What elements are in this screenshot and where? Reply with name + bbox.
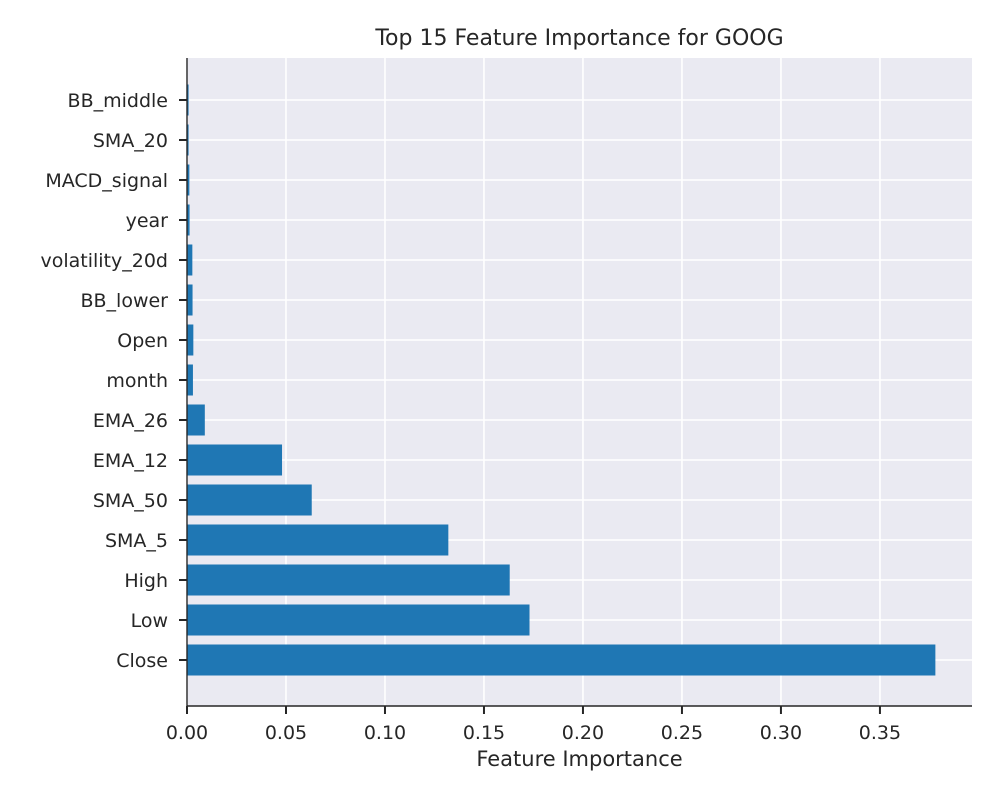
bar-close — [187, 644, 936, 676]
bar-ema-26 — [187, 404, 205, 436]
bar-high — [187, 564, 510, 596]
bar-ema-12 — [187, 444, 283, 476]
y-tick-label: EMA_26 — [93, 410, 168, 432]
y-tick-label: month — [106, 370, 168, 392]
y-tick-label: SMA_50 — [93, 490, 168, 512]
bar-bb-middle — [187, 84, 189, 116]
x-tick-label: 0.10 — [364, 722, 406, 744]
bar-bb-lower — [187, 284, 193, 316]
bar-volatility-20d — [187, 244, 193, 276]
y-tick-label: SMA_20 — [93, 130, 168, 152]
y-tick-label: BB_middle — [68, 90, 168, 112]
y-tick-label: Low — [131, 610, 168, 632]
bar-sma-5 — [187, 524, 449, 556]
chart-title: Top 15 Feature Importance for GOOG — [374, 26, 783, 51]
bar-open — [187, 324, 194, 356]
y-tick-label: EMA_12 — [93, 450, 168, 472]
y-tick-label: Close — [116, 650, 168, 672]
bar-macd-signal — [187, 164, 190, 196]
x-axis-label: Feature Importance — [476, 747, 682, 771]
plot-area — [187, 58, 972, 706]
y-axis: Close Low High SMA_5 SMA_50 EMA_12 EMA_26 month… — [40, 58, 188, 706]
bar-sma-50 — [187, 484, 312, 516]
y-tick-label: Open — [117, 330, 168, 352]
bar-month — [187, 364, 193, 396]
y-tick-label: BB_lower — [80, 290, 168, 312]
bars — [187, 84, 936, 676]
x-tick-label: 0.00 — [166, 722, 208, 744]
y-tick-label: MACD_signal — [45, 170, 168, 192]
bar-sma-20 — [187, 124, 189, 156]
x-tick-label: 0.30 — [760, 722, 802, 744]
bar-year — [187, 204, 190, 236]
y-tick-label: year — [126, 210, 169, 232]
x-tick-label: 0.05 — [265, 722, 307, 744]
bar-low — [187, 604, 530, 636]
x-tick-label: 0.35 — [859, 722, 901, 744]
x-tick-label: 0.20 — [562, 722, 604, 744]
x-tick-label: 0.15 — [463, 722, 505, 744]
y-tick-label: SMA_5 — [105, 530, 168, 552]
y-tick-label: High — [124, 570, 168, 592]
x-axis: 0.00 0.05 0.10 0.15 0.20 0.25 0.30 0.35 — [166, 705, 972, 744]
y-tick-label: volatility_20d — [40, 250, 168, 272]
x-tick-label: 0.25 — [661, 722, 703, 744]
